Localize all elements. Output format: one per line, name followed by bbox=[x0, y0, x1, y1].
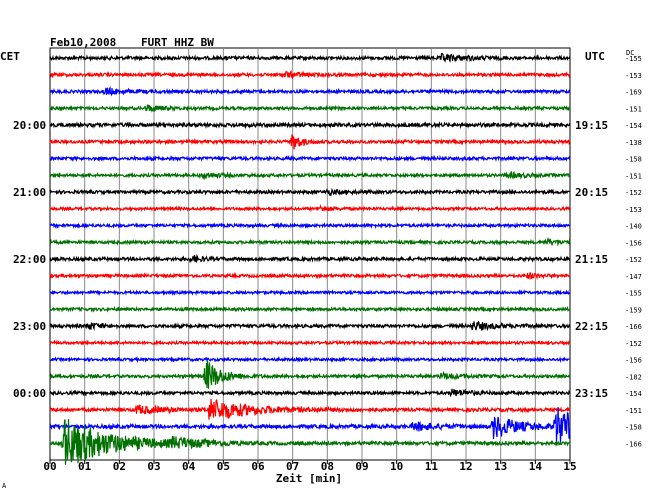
trace-line-row-0 bbox=[49, 52, 571, 63]
x-tick-label: 00 bbox=[43, 460, 56, 473]
trace-line-row-19 bbox=[49, 360, 571, 389]
dc-offset-label: -154 bbox=[625, 122, 642, 130]
x-tick-label: 04 bbox=[182, 460, 196, 473]
dc-offset-label: -151 bbox=[625, 407, 642, 415]
time-labels: 20:00 21:00 22:00 23:00 00:00 19:15 20:15 21:15… bbox=[13, 119, 608, 400]
dc-offset-label: -153 bbox=[625, 206, 642, 214]
dc-offset-label: -152 bbox=[625, 340, 642, 348]
right-time-label: 22:15 bbox=[575, 320, 608, 333]
left-time-label: 00:00 bbox=[13, 387, 46, 400]
dc-offset-labels: -155 -153 -169 -151 -154 -138 -158 -151 -152 -153… bbox=[625, 55, 642, 448]
station-label: FURT HHZ BW bbox=[141, 36, 214, 49]
dc-offset-label: -158 bbox=[625, 156, 642, 164]
dc-offset-label: -156 bbox=[625, 239, 642, 247]
dc-offset-label: -151 bbox=[625, 172, 642, 180]
dc-offset-label: -138 bbox=[625, 139, 642, 147]
trace-line-row-18 bbox=[49, 355, 571, 364]
trace-line-row-20 bbox=[49, 388, 571, 398]
x-tick-label: 07 bbox=[286, 460, 299, 473]
dc-offset-label: -155 bbox=[625, 290, 642, 298]
dc-offset-label: -158 bbox=[625, 424, 642, 432]
right-time-label: 23:15 bbox=[575, 387, 608, 400]
left-time-label: 23:00 bbox=[13, 320, 46, 333]
dc-offset-label: -152 bbox=[625, 189, 642, 197]
x-tick-label: 01 bbox=[78, 460, 92, 473]
x-tick-label: 13 bbox=[494, 460, 507, 473]
x-tick-label: 09 bbox=[355, 460, 368, 473]
dc-offset-label: -147 bbox=[625, 273, 642, 281]
right-time-label: 19:15 bbox=[575, 119, 608, 132]
dc-label: DC bbox=[626, 49, 634, 57]
x-tick-label: 14 bbox=[529, 460, 543, 473]
dc-offset-label: -153 bbox=[625, 72, 642, 80]
dc-offset-label: -169 bbox=[625, 89, 642, 97]
trace-line-row-14 bbox=[49, 289, 571, 297]
utc-label: UTC bbox=[585, 50, 605, 63]
trace-line-row-1 bbox=[49, 69, 571, 80]
x-tick-label: 03 bbox=[147, 460, 160, 473]
dc-offset-label: -166 bbox=[625, 323, 642, 331]
x-tick-label: 02 bbox=[113, 460, 126, 473]
dc-offset-label: -166 bbox=[625, 440, 642, 448]
left-time-label: 21:00 bbox=[13, 186, 46, 199]
trace-group bbox=[49, 52, 571, 465]
trace-line-row-2 bbox=[49, 85, 571, 97]
x-tick-label: 12 bbox=[459, 460, 472, 473]
dc-offset-label: -151 bbox=[625, 105, 642, 113]
left-time-label: 20:00 bbox=[13, 119, 46, 132]
date-label: Feb10,2008 bbox=[50, 36, 116, 49]
trace-line-row-13 bbox=[49, 272, 571, 280]
x-tick-label: 06 bbox=[251, 460, 265, 473]
dc-offset-label: -156 bbox=[625, 357, 642, 365]
x-tick-label: 05 bbox=[217, 460, 230, 473]
right-time-label: 20:15 bbox=[575, 186, 608, 199]
trace-line-row-15 bbox=[49, 305, 571, 313]
trace-line-row-17 bbox=[49, 339, 571, 347]
x-tick-label: 11 bbox=[425, 460, 439, 473]
dc-offset-label: -155 bbox=[625, 55, 642, 63]
x-tick-label: 15 bbox=[563, 460, 576, 473]
trace-line-row-7 bbox=[49, 170, 571, 181]
trace-line-row-16 bbox=[49, 320, 571, 332]
trace-line-row-10 bbox=[49, 221, 571, 230]
trace-line-row-23 bbox=[49, 419, 571, 465]
trace-line-row-8 bbox=[49, 187, 571, 197]
trace-line-row-3 bbox=[49, 104, 571, 113]
trace-line-row-5 bbox=[49, 134, 571, 150]
dc-offset-label: -140 bbox=[625, 223, 642, 231]
x-axis-label: Zeit [min] bbox=[276, 472, 342, 485]
trace-line-row-21 bbox=[49, 398, 571, 420]
trace-line-row-11 bbox=[49, 236, 571, 247]
right-time-label: 21:15 bbox=[575, 253, 608, 266]
trace-line-row-12 bbox=[49, 253, 571, 264]
trace-line-row-22 bbox=[49, 406, 571, 445]
corner-mark: A bbox=[2, 482, 7, 490]
trace-line-row-4 bbox=[49, 121, 571, 129]
x-tick-label: 10 bbox=[390, 460, 403, 473]
x-tick-labels: 00 01 02 03 04 05 06 07 08 09 10 11 12 13 14 15 bbox=[43, 460, 577, 473]
dc-offset-label: -159 bbox=[625, 306, 642, 314]
trace-line-row-6 bbox=[49, 154, 571, 163]
dc-offset-label: -154 bbox=[625, 390, 642, 398]
trace-line-row-9 bbox=[49, 203, 571, 213]
left-time-label: 22:00 bbox=[13, 253, 46, 266]
dc-offset-label: -182 bbox=[625, 373, 642, 381]
dc-offset-label: -152 bbox=[625, 256, 642, 264]
cet-label: CET bbox=[0, 50, 20, 63]
x-tick-label: 08 bbox=[321, 460, 334, 473]
plot-frame bbox=[49, 47, 571, 461]
